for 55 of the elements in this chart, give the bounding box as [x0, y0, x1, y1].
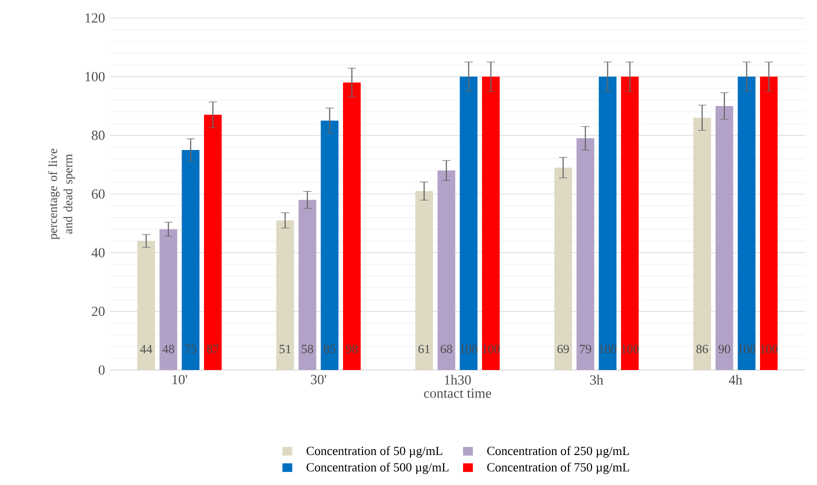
data-label: 51: [280, 344, 291, 354]
bar: [716, 106, 734, 370]
y-axis-title: percentage of live and dead sperm: [48, 148, 75, 240]
bar: [693, 118, 711, 370]
y-tick-label: 120: [86, 13, 105, 23]
bar: [738, 76, 756, 370]
bar: [160, 229, 178, 370]
bar: [298, 200, 316, 370]
bar: [182, 150, 200, 370]
bar: [598, 76, 616, 370]
y-tick-label: 100: [86, 72, 105, 82]
y-tick-label: 40: [92, 248, 105, 258]
x-tick-label: 3h: [590, 374, 604, 385]
legend-label: Concentration of 500 µg/mL: [306, 462, 448, 474]
data-label: 87: [207, 344, 219, 354]
x-tick-label: 4h: [728, 374, 742, 384]
data-label: 48: [162, 344, 174, 354]
data-label: 100: [738, 344, 756, 354]
legend-label: Concentration of 50 µg/mL: [306, 446, 442, 458]
bar: [204, 114, 222, 370]
bar: [621, 76, 639, 370]
x-tick-label: 10': [172, 374, 188, 384]
bar: [460, 76, 478, 370]
y-tick-label: 80: [92, 130, 105, 140]
data-label: 58: [302, 344, 314, 354]
x-tick-label: 30': [311, 374, 326, 384]
legend-label: Concentration of 250 µg/mL: [487, 446, 630, 458]
data-label: 44: [140, 344, 152, 354]
data-label: 85: [324, 344, 336, 354]
data-label: 61: [418, 344, 430, 354]
bar: [482, 76, 500, 370]
bar: [415, 191, 433, 370]
data-label: 75: [185, 344, 196, 354]
x-axis-title: contact time: [424, 388, 492, 398]
bar: [320, 120, 338, 370]
data-label: 98: [346, 344, 358, 354]
data-label: 100: [599, 344, 616, 354]
x-tick-label: 1h30: [444, 374, 471, 385]
bar: [137, 240, 155, 370]
bar: [343, 82, 361, 370]
y-tick-label: 60: [92, 189, 105, 199]
y-tick-label: 20: [92, 306, 105, 316]
data-label: 68: [440, 344, 452, 354]
data-label: 79: [580, 344, 592, 354]
bar: [760, 76, 778, 370]
data-label: 100: [460, 344, 478, 354]
data-label: 86: [696, 344, 708, 354]
bar: [576, 138, 594, 370]
bar: [276, 220, 294, 370]
data-label: 90: [718, 344, 730, 354]
legend-label: Concentration of 750 µg/mL: [487, 462, 630, 474]
bar: [554, 168, 572, 370]
bar: [438, 170, 456, 370]
y-tick-label: 0: [98, 365, 105, 375]
data-label: 69: [557, 344, 569, 354]
